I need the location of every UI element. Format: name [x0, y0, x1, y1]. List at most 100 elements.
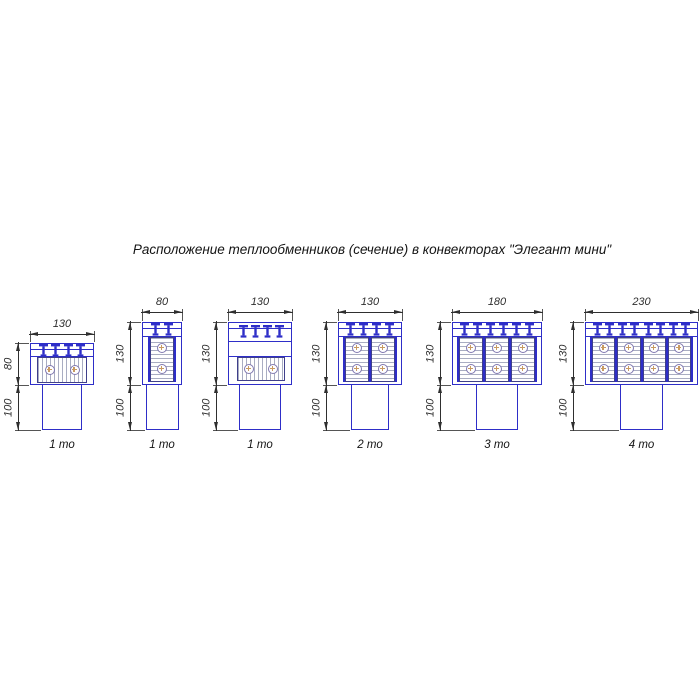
extension-line: [452, 309, 453, 321]
dimension-line-width: [584, 312, 699, 313]
tube-icon: [352, 343, 362, 353]
tube-icon: [518, 364, 528, 374]
tube-icon: [649, 343, 660, 353]
exchanger-top-line: [143, 336, 181, 338]
duct: [42, 385, 82, 430]
extension-line: [437, 385, 451, 386]
bolt-icon: [51, 344, 61, 357]
dim-width-value: 130: [360, 296, 380, 308]
casing-top-line: [453, 328, 541, 330]
dimension-line-width: [29, 334, 95, 335]
tube-icon: [244, 364, 254, 374]
tube-icon: [378, 364, 388, 374]
bolt-icon: [512, 323, 522, 336]
bolt-icon: [618, 323, 628, 336]
dim-duct-height-value: 100: [114, 398, 127, 417]
tube-icon: [466, 364, 476, 374]
extension-line: [127, 430, 145, 431]
dim-arrow-down: [438, 422, 442, 430]
dimension-line-width: [451, 312, 543, 313]
dim-arrow-left: [142, 310, 150, 314]
exchanger-divider: [691, 337, 693, 382]
bolt-icon: [346, 323, 356, 336]
dim-arrow-right: [534, 310, 542, 314]
bolt-icon: [63, 344, 73, 357]
dim-duct-height-value: 100: [2, 398, 15, 417]
tube-icon: [649, 364, 660, 374]
extension-line: [542, 309, 543, 321]
tube-icon: [598, 364, 609, 374]
dim-arrow-up: [214, 385, 218, 393]
drawing-title: Расположение теплообменников (сечение) в…: [132, 242, 612, 257]
dim-duct-height-value: 100: [200, 398, 213, 417]
dimension-line-duct-height: [326, 384, 327, 431]
dim-arrow-down: [128, 377, 132, 385]
bolt-icon: [498, 323, 508, 336]
exchanger-divider: [590, 337, 592, 382]
dim-body-height-value: 80: [2, 357, 15, 371]
extension-line: [127, 385, 141, 386]
dim-arrow-right: [394, 310, 402, 314]
dim-arrow-left: [585, 310, 593, 314]
dimension-line-duct-height: [130, 384, 131, 431]
tube-icon: [378, 343, 388, 353]
dim-arrow-up: [438, 322, 442, 330]
dim-body-height-value: 130: [310, 344, 323, 363]
tube-icon: [492, 343, 502, 353]
tube-icon: [492, 364, 502, 374]
extension-line: [437, 430, 475, 431]
bolt-icon: [680, 323, 690, 336]
casing-top-line: [229, 328, 291, 330]
extension-line: [15, 430, 41, 431]
extension-line: [30, 331, 31, 342]
bolt-icon: [524, 323, 534, 336]
extension-line: [213, 385, 227, 386]
dim-arrow-left: [338, 310, 346, 314]
tube-icon: [466, 343, 476, 353]
exchanger-top-line: [586, 336, 697, 338]
tube-icon: [674, 343, 685, 353]
bolt-icon: [655, 323, 665, 336]
extension-line: [213, 322, 227, 323]
exchanger-top-line: [339, 336, 401, 338]
dim-arrow-up: [214, 322, 218, 330]
bolt-icon: [384, 323, 394, 336]
extension-line: [585, 309, 586, 321]
tube-icon: [69, 365, 80, 375]
dim-arrow-down: [16, 377, 20, 385]
extension-line: [402, 309, 403, 321]
heat-exchanger: [642, 337, 666, 382]
dim-arrow-down: [571, 377, 575, 385]
dimension-line-body-height: [130, 321, 131, 386]
dim-body-height-value: 130: [114, 344, 127, 363]
exchanger-divider: [535, 337, 537, 382]
dimension-line-duct-height: [440, 384, 441, 431]
dim-arrow-right: [86, 332, 94, 336]
tube-icon: [623, 343, 634, 353]
dim-arrow-down: [214, 377, 218, 385]
exchanger-top-line: [31, 356, 93, 358]
diagram-label: 1 то: [247, 439, 273, 451]
extension-line: [338, 309, 339, 321]
dim-arrow-up: [128, 322, 132, 330]
bolt-icon: [250, 325, 260, 338]
dim-arrow-left: [30, 332, 38, 336]
dim-arrow-right: [284, 310, 292, 314]
diagram-label: 1 то: [149, 439, 175, 451]
diagram-label: 3 то: [484, 439, 510, 451]
dimension-line-body-height: [18, 342, 19, 386]
extension-line: [15, 343, 29, 344]
bolt-icon: [460, 323, 470, 336]
dim-arrow-up: [128, 385, 132, 393]
casing-top-line: [586, 328, 697, 330]
dimension-line-width: [141, 312, 183, 313]
extension-line: [437, 322, 451, 323]
duct: [620, 385, 663, 430]
dim-duct-height-value: 100: [424, 398, 437, 417]
bolt-icon: [238, 325, 248, 338]
extension-line: [127, 322, 141, 323]
tube-icon: [518, 343, 528, 353]
exchanger-divider: [509, 337, 511, 382]
extension-line: [570, 385, 584, 386]
bolt-icon: [605, 323, 615, 336]
